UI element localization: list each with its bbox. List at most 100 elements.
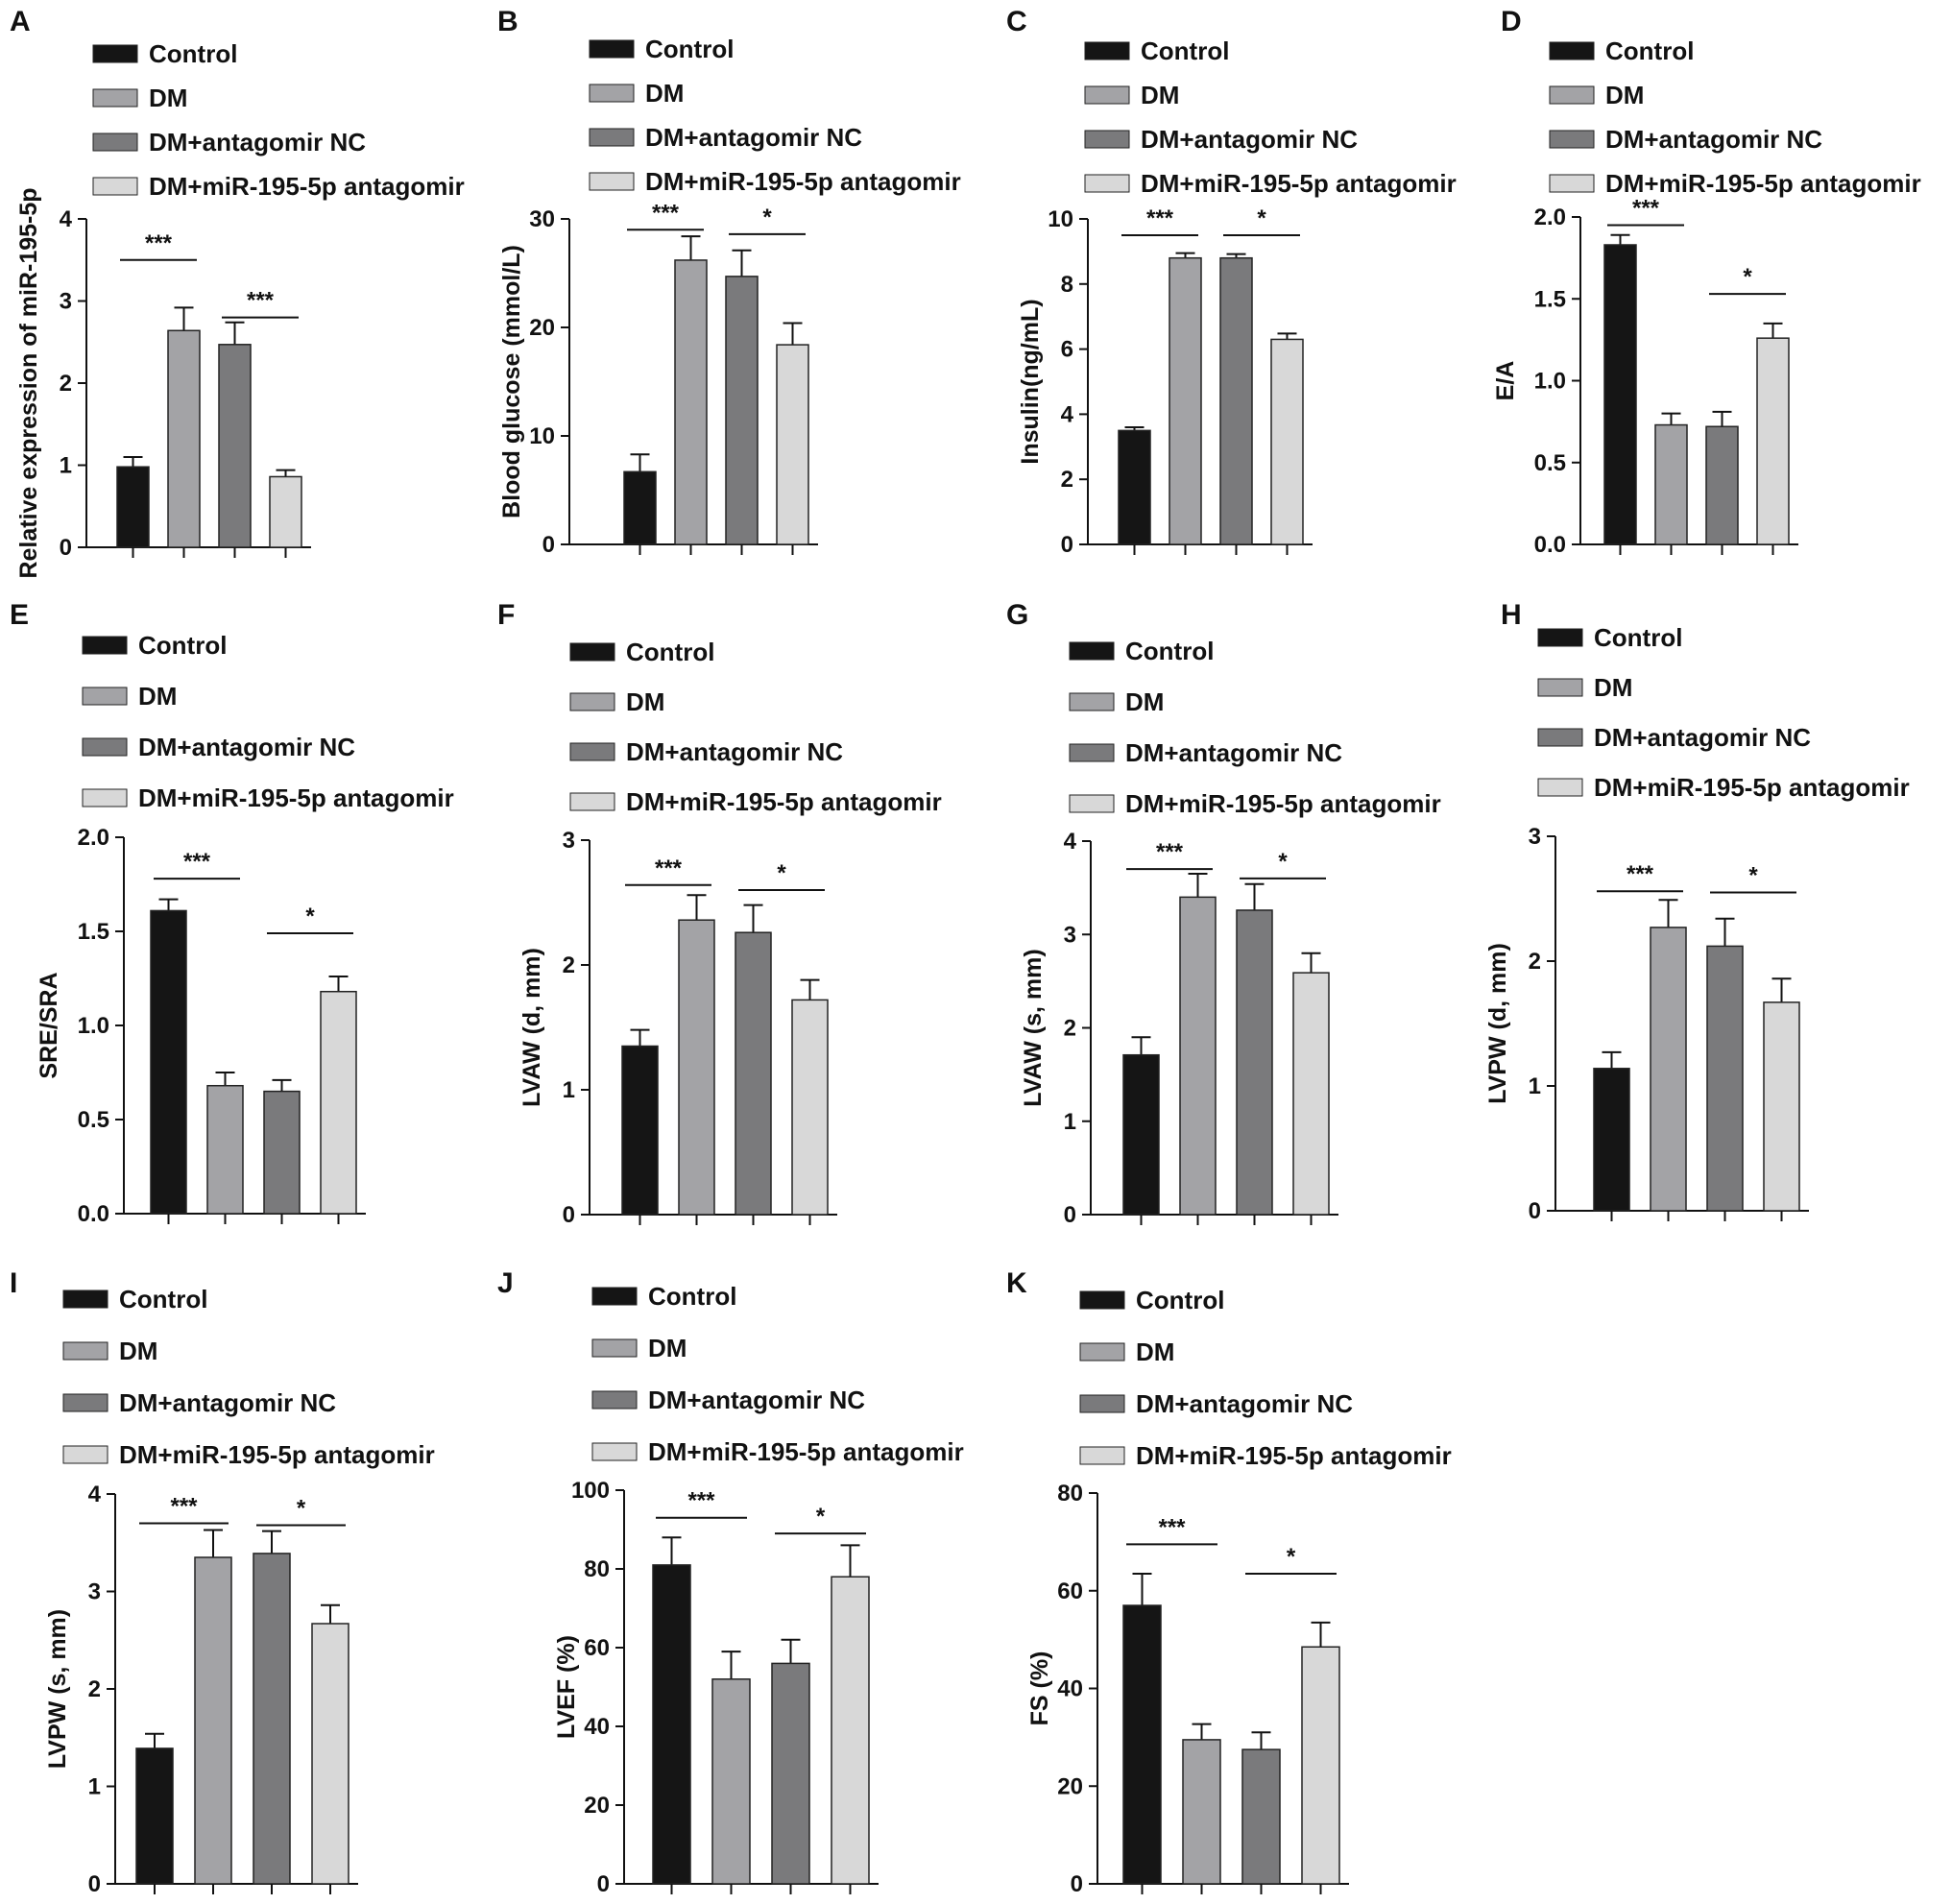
bar-dm-antagomir-nc: [218, 344, 252, 548]
legend-swatch-4: [1079, 1446, 1125, 1465]
bar-dm-mir-195-5p-antagomir: [1756, 337, 1790, 545]
bar-dm-mir-195-5p-antagomir: [311, 1623, 349, 1885]
legend-label: DM+antagomir NC: [1136, 1389, 1353, 1418]
legend-swatch-3: [569, 742, 615, 761]
legend-swatch-2: [82, 687, 128, 706]
legend-label: DM+antagomir NC: [1594, 723, 1811, 752]
legend-swatch-3: [591, 1390, 638, 1410]
legend-swatch-1: [1069, 641, 1115, 661]
bar-dm: [1169, 256, 1202, 545]
y-tick-label: 80: [1057, 1481, 1083, 1506]
significance-label: *: [1748, 863, 1758, 889]
bar-dm: [678, 919, 715, 1216]
y-tick-label: 40: [1057, 1676, 1083, 1702]
panel-letter: K: [1006, 1267, 1027, 1299]
y-tick-label: 1.5: [78, 919, 109, 945]
y-tick-label: 3: [1529, 824, 1541, 850]
legend-swatch-2: [92, 88, 138, 108]
legend-swatch-2: [1084, 85, 1130, 105]
panel-H: H Control DM DM+antagomir NC DM+miR-195-5p a…: [1484, 599, 1910, 1224]
legend-swatch-3: [1537, 728, 1583, 747]
legend: Control DM DM+antagomir NC DM+miR-195-5p an…: [569, 638, 942, 816]
bar-dm: [194, 1556, 232, 1885]
legend-swatch-4: [1549, 174, 1595, 193]
y-tick-label: 0.5: [78, 1107, 109, 1133]
significance-label: ***: [1158, 1514, 1186, 1540]
y-axis-label: Insulin(ng/mL): [1017, 299, 1044, 464]
legend-label: DM+antagomir NC: [1141, 125, 1358, 154]
panel-letter: I: [10, 1267, 17, 1299]
bar-dm-antagomir-nc: [1219, 256, 1253, 545]
legend-label: DM+miR-195-5p antagomir: [149, 172, 465, 201]
bar-control: [150, 909, 187, 1215]
y-tick-label: 1.5: [1534, 286, 1566, 312]
legend-swatch-3: [82, 737, 128, 757]
legend-swatch-2: [1069, 692, 1115, 711]
significance-label: ***: [1632, 196, 1660, 222]
y-tick-label: 0: [88, 1871, 101, 1897]
significance-label: ***: [1146, 205, 1174, 231]
y-tick-label: 2.0: [1534, 205, 1566, 230]
legend: Control DM DM+antagomir NC DM+miR-195-5p an…: [1084, 36, 1457, 198]
y-tick-label: 2: [1064, 1016, 1076, 1042]
panel-D: D Control DM DM+antagomir NC DM+miR-195-5p a…: [1492, 6, 1921, 558]
bar-control: [1603, 244, 1637, 545]
legend-swatch-1: [92, 44, 138, 63]
bar-control: [135, 1747, 174, 1885]
legend-label: Control: [1605, 36, 1694, 65]
legend-swatch-3: [62, 1393, 108, 1412]
bar-control: [621, 1045, 659, 1216]
y-tick-label: 2.0: [78, 825, 109, 851]
legend: Control DM DM+antagomir NC DM+miR-195-5p an…: [1069, 637, 1441, 818]
y-tick-label: 3: [563, 828, 575, 854]
significance-label: ***: [687, 1488, 715, 1514]
y-axis-label: Blood glucose (mmol/L): [498, 245, 525, 518]
bar-dm: [711, 1678, 751, 1885]
bar-dm: [167, 329, 201, 548]
legend-label: DM: [648, 1334, 687, 1362]
bar-dm-mir-195-5p-antagomir: [1292, 972, 1330, 1216]
significance-label: *: [762, 205, 772, 230]
legend-swatch-1: [591, 1287, 638, 1306]
panel-letter: A: [10, 6, 31, 37]
legend-swatch-1: [569, 642, 615, 662]
panel-letter: E: [10, 599, 29, 631]
significance-label: *: [777, 860, 786, 886]
bar-dm-mir-195-5p-antagomir: [1301, 1646, 1340, 1885]
legend-swatch-1: [62, 1289, 108, 1309]
legend-swatch-1: [1079, 1290, 1125, 1310]
y-tick-label: 0: [563, 1202, 575, 1228]
y-tick-label: 4: [1064, 829, 1077, 855]
legend-label: DM+antagomir NC: [645, 123, 862, 152]
legend-label: DM: [149, 84, 187, 112]
legend-label: Control: [626, 638, 714, 666]
legend-label: DM+miR-195-5p antagomir: [1594, 773, 1910, 802]
legend-label: DM+miR-195-5p antagomir: [648, 1437, 964, 1466]
legend-swatch-1: [589, 39, 635, 59]
y-axis-label: E/A: [1492, 361, 1519, 401]
legend-label: DM: [1141, 81, 1179, 109]
y-tick-label: 0: [597, 1871, 610, 1897]
legend-label: DM: [119, 1337, 157, 1365]
legend-label: DM+antagomir NC: [626, 737, 843, 766]
legend: Control DM DM+antagomir NC DM+miR-195-5p an…: [62, 1285, 435, 1469]
legend-label: Control: [645, 35, 734, 63]
legend-label: DM+miR-195-5p antagomir: [1141, 169, 1457, 198]
y-tick-label: 1.0: [78, 1013, 109, 1039]
bar-dm-antagomir-nc: [1705, 425, 1739, 545]
legend-swatch-1: [82, 636, 128, 655]
y-tick-label: 1: [563, 1077, 575, 1103]
significance-label: ***: [1156, 839, 1184, 865]
legend-swatch-3: [1549, 130, 1595, 149]
bar-dm-antagomir-nc: [735, 931, 772, 1216]
bar-control: [1122, 1604, 1162, 1885]
bar-dm-antagomir-nc: [253, 1553, 291, 1885]
y-axis-label: LVPW (s, mm): [44, 1609, 71, 1769]
y-tick-label: 1: [60, 453, 72, 479]
y-axis-label: LVAW (d, mm): [518, 948, 545, 1107]
significance-label: ***: [652, 200, 680, 226]
significance-label: ***: [183, 849, 211, 875]
bar-dm: [674, 259, 708, 545]
y-tick-label: 2: [88, 1676, 101, 1702]
